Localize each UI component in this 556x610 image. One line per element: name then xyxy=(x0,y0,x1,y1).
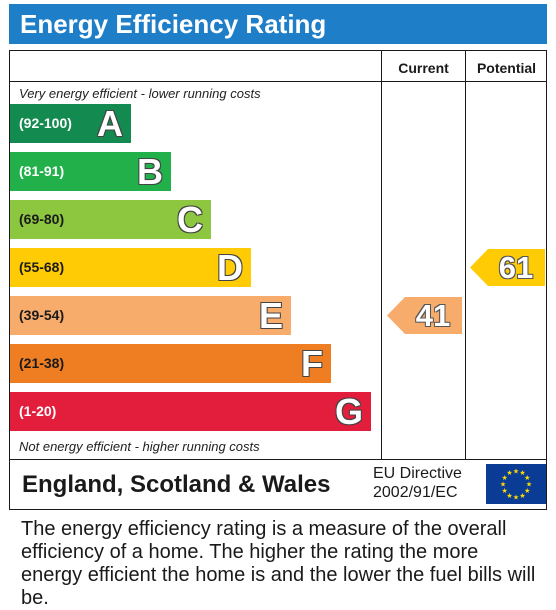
band-letter: C xyxy=(177,199,203,240)
bottom-note: Not energy efficient - higher running co… xyxy=(19,439,260,454)
band-range-label: (69-80) xyxy=(19,211,65,227)
svg-text:★: ★ xyxy=(519,492,525,500)
potential-rating-arrow: 61 xyxy=(470,249,545,286)
band-letter: G xyxy=(334,391,363,432)
svg-text:★: ★ xyxy=(526,481,532,489)
svg-text:★: ★ xyxy=(524,487,530,495)
current-rating-value: 41 xyxy=(415,298,451,333)
eu-flag-icon: ★ ★ ★ ★ ★ ★ ★ ★ ★ ★ ★ ★ xyxy=(486,464,546,504)
band-range-label: (21-38) xyxy=(19,355,65,371)
band-range-label: (92-100) xyxy=(19,115,72,131)
band-range-label: (81-91) xyxy=(19,163,65,179)
band-range-label: (1-20) xyxy=(19,403,57,419)
chart-title: Energy Efficiency Rating xyxy=(20,9,327,39)
band-range-label: (55-68) xyxy=(19,259,65,275)
footer: England, Scotland & Wales EU Directive 2… xyxy=(9,460,547,510)
header-divider xyxy=(10,81,546,82)
svg-text:★: ★ xyxy=(513,468,519,476)
band-g: (1-20) G xyxy=(10,392,371,431)
top-note: Very energy efficient - lower running co… xyxy=(19,86,261,101)
explanation-text: The energy efficiency rating is a measur… xyxy=(21,518,536,609)
potential-rating-value: 61 xyxy=(498,250,534,285)
band-d: (55-68) D xyxy=(10,248,251,287)
directive-line-1: EU Directive xyxy=(373,465,462,482)
current-rating-arrow: 41 xyxy=(387,297,462,334)
band-letter: A xyxy=(97,103,123,144)
svg-text:★: ★ xyxy=(519,469,525,477)
band-letter: B xyxy=(137,151,163,192)
svg-text:★: ★ xyxy=(500,481,506,489)
title-bar: Energy Efficiency Rating xyxy=(9,4,547,44)
divider-potential xyxy=(465,51,466,459)
directive-line-2: 2002/91/EC xyxy=(373,484,458,501)
region-label: England, Scotland & Wales xyxy=(22,471,331,498)
svg-text:★: ★ xyxy=(502,487,508,495)
band-letter: E xyxy=(258,295,283,336)
band-c: (69-80) C xyxy=(10,200,211,239)
band-letter: D xyxy=(217,247,243,288)
svg-text:★: ★ xyxy=(524,474,530,482)
svg-text:★: ★ xyxy=(502,474,508,482)
band-e: (39-54) E xyxy=(10,296,291,335)
potential-column-header: Potential xyxy=(476,60,537,76)
svg-text:★: ★ xyxy=(506,469,512,477)
band-f: (21-38) F xyxy=(10,344,331,383)
divider-current xyxy=(381,51,382,459)
svg-text:★: ★ xyxy=(506,492,512,500)
rating-chart: Current Potential Very energy efficient … xyxy=(9,50,547,460)
current-column-header: Current xyxy=(398,60,449,76)
band-letter: F xyxy=(301,343,323,384)
band-a: (92-100) A xyxy=(10,104,131,143)
svg-text:★: ★ xyxy=(513,494,519,502)
band-range-label: (39-54) xyxy=(19,307,65,323)
eu-directive: EU Directive 2002/91/EC xyxy=(373,464,462,502)
band-b: (81-91) B xyxy=(10,152,171,191)
